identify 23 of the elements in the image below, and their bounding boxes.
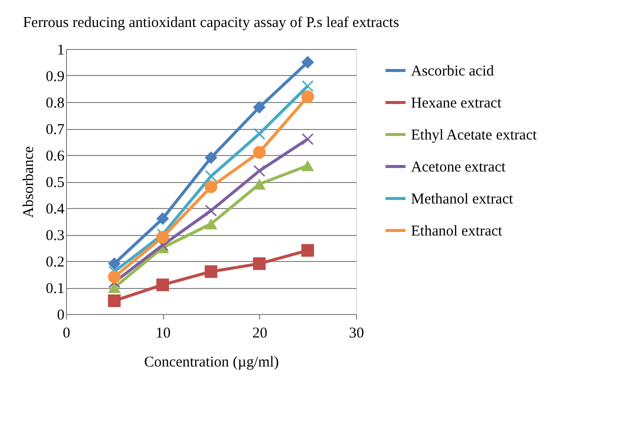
y-tick-label: 0.7 (46, 122, 65, 138)
y-tick-label: 0.2 (46, 254, 64, 270)
y-tick-label: 0.8 (46, 96, 64, 112)
y-tick-label: 0.1 (46, 281, 64, 297)
legend-label: Ascorbic acid (411, 64, 494, 80)
x-axis-title: Concentration (µg/ml) (144, 354, 279, 370)
x-tick-label: 20 (252, 326, 268, 342)
y-tick-label: 0.5 (46, 175, 64, 191)
y-tick-label: 0.4 (46, 202, 65, 218)
legend-label: Hexane extract (411, 96, 502, 112)
legend-label: Methanol extract (411, 192, 514, 208)
y-tick-label: 0.6 (46, 148, 65, 164)
y-tick-label: 1 (57, 42, 64, 58)
y-tick-label: 0.9 (46, 69, 64, 85)
y-tick-label: 0.3 (46, 228, 64, 244)
y-tick-label: 0 (57, 308, 64, 324)
y-axis-title: Absorbance (20, 146, 37, 218)
legend-label: Ethyl Acetate extract (411, 128, 538, 144)
legend-label: Ethanol extract (411, 224, 504, 240)
x-tick-label: 10 (156, 326, 171, 342)
x-tick-label: 30 (349, 326, 364, 342)
chart-title: Ferrous reducing antioxidant capacity assay of P.s leaf extracts (22, 15, 400, 31)
legend-label: Acetone extract (411, 160, 506, 176)
